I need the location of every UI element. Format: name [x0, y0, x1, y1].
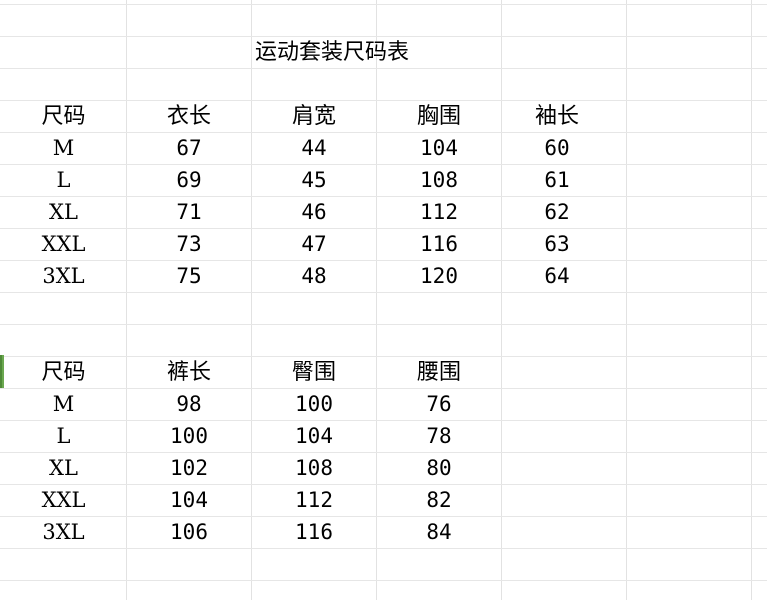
- grid-vline: [376, 0, 377, 600]
- table-row[interactable]: XL: [49, 200, 78, 224]
- table-top-header-length[interactable]: 衣长: [166, 104, 211, 129]
- table-row[interactable]: 106: [170, 520, 208, 544]
- grid-hline: [0, 68, 767, 69]
- table-top-header-sleeve[interactable]: 袖长: [534, 104, 579, 129]
- grid-hline: [0, 100, 767, 101]
- table-row[interactable]: 112: [420, 200, 458, 224]
- table-row[interactable]: 84: [426, 520, 452, 544]
- grid-hline: [0, 548, 767, 549]
- table-row[interactable]: 78: [426, 424, 452, 448]
- table-row[interactable]: 116: [420, 232, 458, 256]
- table-row[interactable]: 100: [295, 392, 333, 416]
- table-row[interactable]: 108: [295, 456, 333, 480]
- table-bottom-header-pants[interactable]: 裤长: [166, 360, 211, 385]
- grid-hline: [0, 36, 767, 37]
- table-row[interactable]: XL: [49, 456, 78, 480]
- grid-vline: [251, 0, 252, 600]
- grid-hline: [0, 356, 767, 357]
- table-row[interactable]: 116: [295, 520, 333, 544]
- table-row[interactable]: XXL: [41, 488, 86, 512]
- grid-hline: [0, 164, 767, 165]
- grid-hline: [0, 196, 767, 197]
- table-row[interactable]: 82: [426, 488, 452, 512]
- table-row[interactable]: 3XL: [42, 520, 85, 544]
- table-row[interactable]: 98: [176, 392, 202, 416]
- grid-hline: [0, 452, 767, 453]
- table-row[interactable]: 108: [420, 168, 458, 192]
- table-row[interactable]: 63: [544, 232, 570, 256]
- grid-hline: [0, 580, 767, 581]
- table-row[interactable]: 47: [301, 232, 327, 256]
- sheet-title[interactable]: 运动套装尺码表: [255, 40, 410, 65]
- table-row[interactable]: 75: [176, 264, 202, 288]
- table-top-header-size[interactable]: 尺码: [41, 104, 86, 129]
- table-row[interactable]: 73: [176, 232, 202, 256]
- table-row[interactable]: XXL: [41, 232, 86, 256]
- grid-vline: [501, 0, 502, 600]
- grid-hline: [0, 420, 767, 421]
- table-row[interactable]: 80: [426, 456, 452, 480]
- table-top-header-shoulder[interactable]: 肩宽: [291, 104, 336, 129]
- table-row[interactable]: 48: [301, 264, 327, 288]
- grid-hline: [0, 516, 767, 517]
- table-bottom-header-hip[interactable]: 臀围: [291, 360, 336, 385]
- table-row[interactable]: 69: [176, 168, 202, 192]
- grid-hline: [0, 260, 767, 261]
- table-row[interactable]: 60: [544, 136, 570, 160]
- table-row[interactable]: 62: [544, 200, 570, 224]
- table-bottom-header-size[interactable]: 尺码: [41, 360, 86, 385]
- table-row[interactable]: 104: [420, 136, 458, 160]
- grid-hline: [0, 4, 767, 5]
- grid-hline: [0, 132, 767, 133]
- table-top-header-bust[interactable]: 胸围: [416, 104, 461, 129]
- grid-hline: [0, 484, 767, 485]
- table-row[interactable]: 71: [176, 200, 202, 224]
- grid-hline: [0, 324, 767, 325]
- table-row[interactable]: 76: [426, 392, 452, 416]
- table-row[interactable]: L: [56, 168, 71, 192]
- table-row[interactable]: 64: [544, 264, 570, 288]
- table-row[interactable]: 46: [301, 200, 327, 224]
- table-row[interactable]: L: [56, 424, 71, 448]
- table-row[interactable]: 45: [301, 168, 327, 192]
- table-row[interactable]: 104: [295, 424, 333, 448]
- table-row[interactable]: M: [52, 136, 75, 160]
- grid-vline: [626, 0, 627, 600]
- table-row[interactable]: 112: [295, 488, 333, 512]
- table-row[interactable]: 61: [544, 168, 570, 192]
- table-row[interactable]: M: [52, 392, 75, 416]
- table-row[interactable]: 120: [420, 264, 458, 288]
- table-row[interactable]: 44: [301, 136, 327, 160]
- grid-hline: [0, 228, 767, 229]
- grid-hline: [0, 388, 767, 389]
- table-row[interactable]: 102: [170, 456, 208, 480]
- cell-selection-indicator-edge: [0, 355, 2, 388]
- table-row[interactable]: 3XL: [42, 264, 85, 288]
- grid-vline: [126, 0, 127, 600]
- grid-hline: [0, 292, 767, 293]
- table-row[interactable]: 100: [170, 424, 208, 448]
- grid-vline: [751, 0, 752, 600]
- table-bottom-header-waist[interactable]: 腰围: [416, 360, 461, 385]
- table-row[interactable]: 67: [176, 136, 202, 160]
- cell-selection-indicator: [0, 355, 4, 388]
- table-row[interactable]: 104: [170, 488, 208, 512]
